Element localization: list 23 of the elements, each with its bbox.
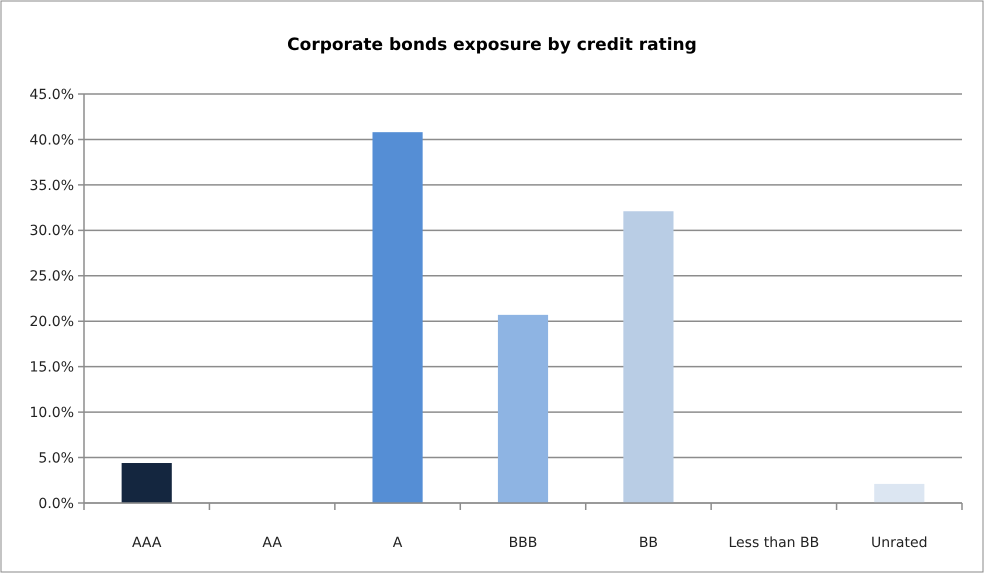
bar (122, 463, 172, 503)
y-tick-label: 45.0% (30, 86, 74, 103)
x-tick-label: BB (638, 535, 658, 551)
chart-title: Corporate bonds exposure by credit rating (287, 35, 697, 55)
y-tick-label: 20.0% (30, 314, 74, 330)
y-tick-label: 15.0% (30, 360, 74, 376)
x-tick-label: AAA (132, 535, 162, 551)
bar (372, 132, 423, 503)
y-tick-label: 40.0% (30, 132, 74, 148)
y-tick-label: 0.0% (38, 496, 74, 512)
y-tick-label: 10.0% (30, 405, 74, 422)
x-tick-label: BBB (508, 535, 538, 551)
bar (874, 484, 924, 503)
y-tick-label: 25.0% (30, 268, 74, 285)
bar (623, 211, 674, 503)
y-tick-label: 30.0% (30, 223, 74, 240)
x-tick-label: Less than BB (728, 535, 820, 551)
x-tick-label: A (392, 535, 403, 551)
x-tick-label: AA (262, 535, 282, 551)
bar (498, 314, 548, 503)
y-tick-label: 35.0% (30, 178, 74, 194)
y-tick-label: 5.0% (38, 450, 74, 466)
x-tick-label: Unrated (871, 535, 928, 551)
